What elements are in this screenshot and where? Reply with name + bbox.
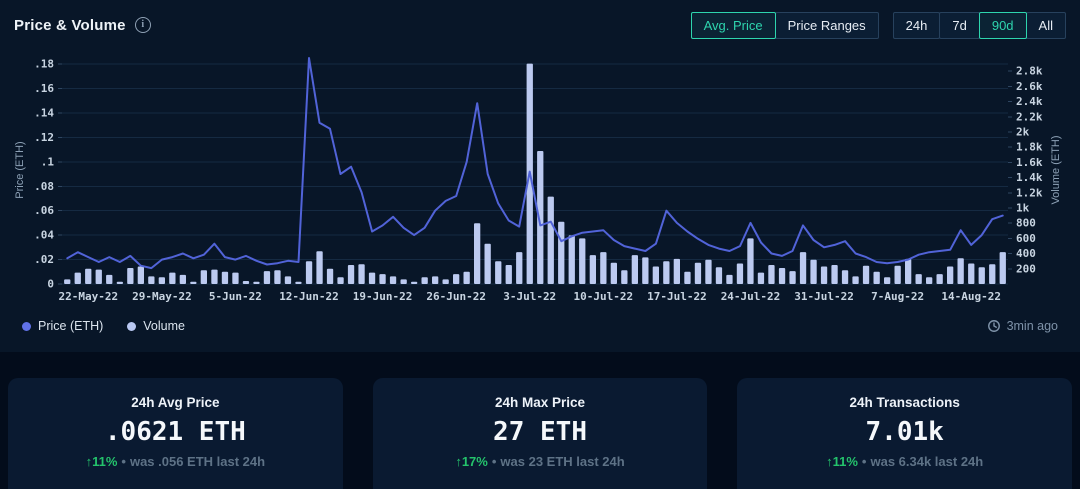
price-legend-label: Price (ETH) [38,319,104,333]
up-arrow-icon: ↑ [826,454,833,469]
price-volume-panel: Price & Volume i Avg. Price Price Ranges… [0,0,1080,352]
svg-text:26-Jun-22: 26-Jun-22 [426,290,486,303]
svg-text:600: 600 [1016,232,1036,245]
change-percent: 11% [92,454,118,469]
up-arrow-icon: ↑ [85,454,93,469]
svg-text:0: 0 [47,278,54,291]
svg-text:29-May-22: 29-May-22 [132,290,192,303]
stat-change: ↑17% • was 23 ETH last 24h [373,454,708,469]
info-icon[interactable]: i [134,17,151,33]
stat-value: 27 ETH [493,417,587,447]
change-percent: 11% [832,454,858,469]
stat-title: 24h Transactions [849,395,960,410]
svg-text:14-Aug-22: 14-Aug-22 [941,290,1001,303]
svg-text:1k: 1k [1016,202,1030,215]
svg-text:7-Aug-22: 7-Aug-22 [871,290,924,303]
legend-item-price[interactable]: Price (ETH) [22,319,103,333]
svg-text:.18: .18 [34,58,54,71]
svg-text:.04: .04 [34,229,54,242]
range-24h-button[interactable]: 24h [892,11,941,39]
svg-text:10-Jul-22: 10-Jul-22 [573,290,633,303]
svg-text:2.6k: 2.6k [1016,80,1043,93]
stat-card-max-price: 24h Max Price 27 ETH ↑17% • was 23 ETH las… [372,378,708,489]
svg-text:3-Jul-22: 3-Jul-22 [503,290,556,303]
svg-text:.02: .02 [34,253,54,266]
bullet-separator: • [491,454,497,469]
svg-text:31-Jul-22: 31-Jul-22 [794,290,854,303]
change-note: was 6.34k last 24h [870,454,984,469]
panel-title: Price & Volume [14,16,126,34]
svg-text:24-Jul-22: 24-Jul-22 [721,290,781,303]
chart-footer: Price (ETH) Volume 3min ago [14,311,1066,333]
svg-text:.12: .12 [34,131,54,144]
view-mode-toggle: Avg. Price Price Ranges [690,11,879,39]
svg-text:.08: .08 [34,180,54,193]
last-updated: 3min ago [987,319,1058,333]
svg-text:2.4k: 2.4k [1016,95,1043,108]
svg-text:22-May-22: 22-May-22 [58,290,118,303]
up-arrow-icon: ↑ [455,454,462,469]
svg-text:19-Jun-22: 19-Jun-22 [353,290,413,303]
svg-text:.1: .1 [41,155,55,168]
stat-title: 24h Avg Price [131,395,220,410]
change-note: was 23 ETH last 24h [500,454,625,469]
range-all-button[interactable]: All [1025,11,1066,39]
svg-text:1.2k: 1.2k [1016,186,1043,199]
price-ranges-button[interactable]: Price Ranges [774,11,879,39]
range-7d-button[interactable]: 7d [939,11,980,39]
svg-text:1.4k: 1.4k [1016,171,1043,184]
stat-card-transactions: 24h Transactions 7.01k ↑11% • was 6.34k la… [737,378,1073,489]
stats-row: 24h Avg Price .0621 ETH ↑11% • was .056 ET… [0,352,1080,489]
volume-legend-dot-icon [127,321,137,331]
avg-price-button[interactable]: Avg. Price [690,11,776,39]
stat-change: ↑11% • was .056 ETH last 24h [8,454,343,469]
legend-item-volume[interactable]: Volume [127,319,185,333]
svg-text:2.2k: 2.2k [1016,110,1043,123]
change-note: was .056 ETH last 24h [129,454,266,469]
svg-text:800: 800 [1016,217,1036,230]
price-legend-dot-icon [22,321,31,331]
svg-text:2k: 2k [1016,126,1030,139]
stat-value: 7.01k [865,417,944,447]
stat-value: .0621 ETH [104,417,246,447]
svg-text:.14: .14 [34,106,54,119]
change-percent: 17% [461,454,488,469]
range-90d-button[interactable]: 90d [978,11,1027,39]
stat-change: ↑11% • was 6.34k last 24h [737,454,1072,469]
volume-legend-label: Volume [143,319,185,333]
svg-text:Volume (ETH): Volume (ETH) [1050,135,1062,204]
stat-card-avg-price: 24h Avg Price .0621 ETH ↑11% • was .056 ET… [8,378,343,489]
chart-canvas: 0 .02 .04 .06 .08 .1 .12 .14 .16 .18 200 400 600 800 1… [14,57,1062,303]
svg-text:12-Jun-22: 12-Jun-22 [279,290,339,303]
svg-text:1.8k: 1.8k [1016,141,1043,154]
svg-text:17-Jul-22: 17-Jul-22 [647,290,707,303]
panel-header: Price & Volume i Avg. Price Price Ranges… [14,0,1066,46]
clock-icon [987,320,1000,332]
svg-text:2.8k: 2.8k [1016,65,1043,78]
last-updated-text: 3min ago [1006,319,1058,333]
svg-text:Price (ETH): Price (ETH) [14,141,26,198]
time-range-toggle: 24h 7d 90d All [892,11,1066,39]
svg-text:400: 400 [1016,247,1036,260]
svg-text:1.6k: 1.6k [1016,156,1043,169]
chart-controls: Avg. Price Price Ranges 24h 7d 90d All [690,11,1066,39]
stat-title: 24h Max Price [494,395,586,410]
bullet-separator: • [861,454,867,469]
svg-text:.06: .06 [34,204,54,217]
svg-text:200: 200 [1016,262,1036,275]
svg-text:5-Jun-22: 5-Jun-22 [209,290,262,303]
svg-text:.16: .16 [34,82,54,95]
bullet-separator: • [121,454,126,469]
price-volume-chart[interactable]: 0 .02 .04 .06 .08 .1 .12 .14 .16 .18 200 400 600 800 1… [14,48,1066,311]
